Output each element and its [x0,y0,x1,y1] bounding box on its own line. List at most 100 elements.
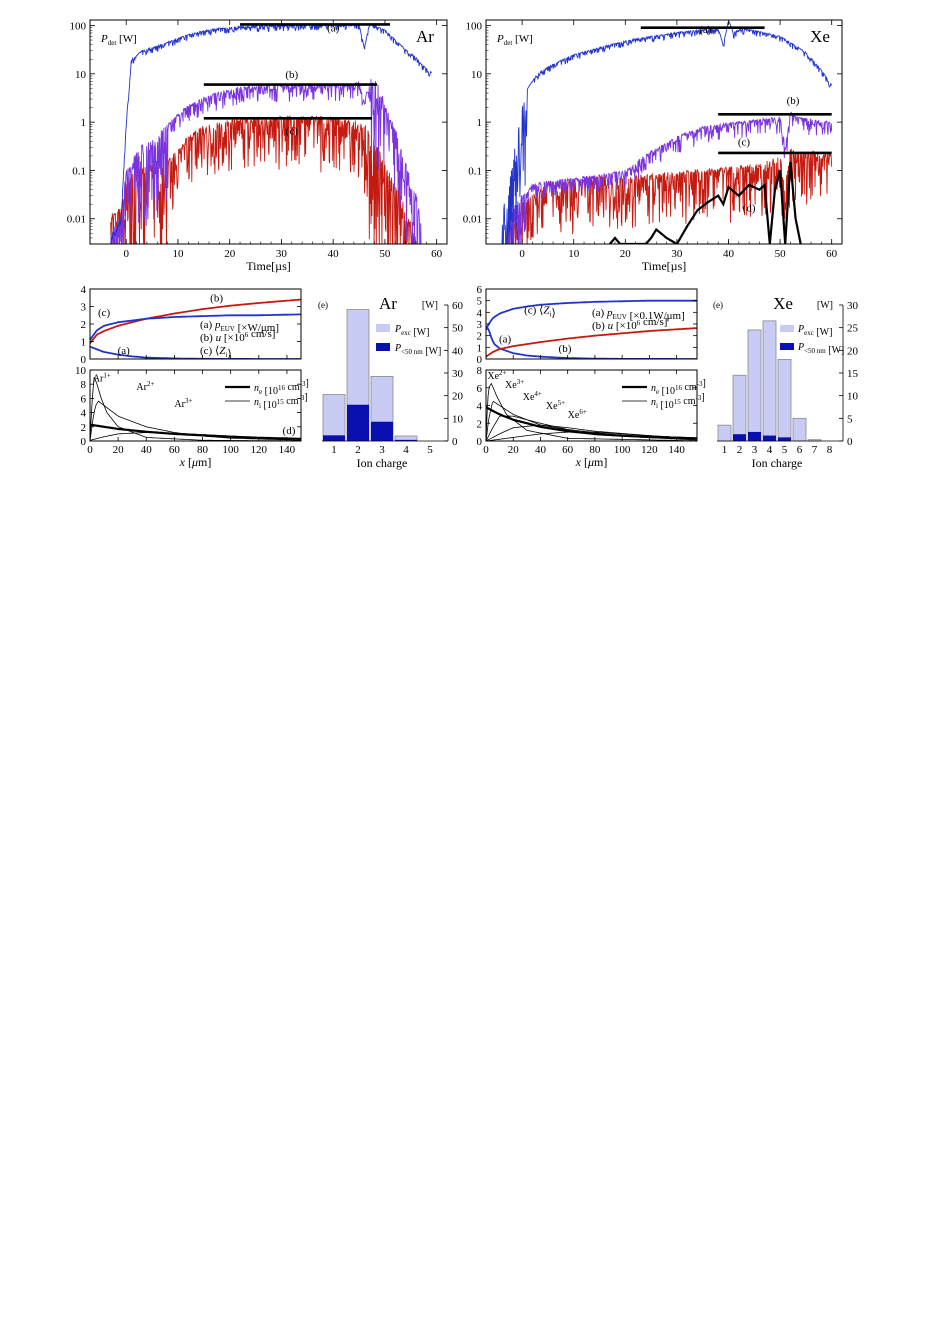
bar-euv-4 [763,435,776,441]
text-part: m] [594,455,607,469]
legend-entry-euv: P<50 nm [W] [394,343,441,357]
x-tick-label: 10 [568,248,580,260]
ion-label-xe3: Xe3+ [505,378,524,391]
text-part: cm [285,382,300,393]
plot-area [486,382,697,441]
legend-entry-euv: P<50 nm [W] [797,342,844,356]
x-tick-label: 80 [197,444,209,456]
plot-frame [89,19,448,245]
series-c-line [506,148,833,244]
symbol: n [651,397,656,408]
legend-entry-a: (a) pEUV [×W/μm] [200,319,279,334]
symbol: P [797,342,804,353]
superscript: 6+ [579,408,587,416]
y-tick-label: 2 [81,319,87,331]
panel-title: Ar [379,294,397,313]
label-c: (c) ⟨Zi⟩ [524,305,556,320]
text-part: [W] [423,346,442,357]
legend-entry-b: (b) u [×106 cm/s] [592,316,667,332]
y-tick-label: 0 [477,354,483,366]
legend-entry-ne: ne [1016 cm-3] [254,378,309,397]
subscript: e [656,388,659,396]
symbol: x [575,455,582,469]
bar-exc-3 [747,329,762,442]
x-axis-label: x [μm] [575,455,608,469]
text-part: [10 [262,386,278,397]
y-tick-label: 0 [81,354,87,366]
subscript: EUV [612,313,626,321]
symbol: n [254,397,259,408]
series-b-line [110,79,422,244]
y-tick-label: 60 [452,300,464,312]
y-tick-label: 0.1 [72,165,86,177]
x-tick-label: 30 [671,248,683,260]
y-tick-label: 10 [452,413,464,425]
label-c: (c) [286,126,299,138]
x-tick-label: 0 [123,248,129,260]
text-part: [ [185,455,192,469]
subscript: exc [401,329,411,337]
subscript: <50 nm [401,348,423,356]
y-tick-label: 4 [477,307,483,319]
superscript: 16 [278,384,286,392]
subscript: det [504,39,513,47]
superscript: -3 [299,394,305,402]
y-tick-label: 40 [452,345,464,357]
y-tick-label: 20 [452,391,464,403]
y-tick-label: 10 [75,365,87,377]
text-part: Ar [136,382,147,393]
x-tick-label: 20 [113,444,125,456]
x-tick-label: 40 [723,248,735,260]
series-n-e-10-16-cm-3--line [90,423,301,440]
panel-xe_time: 0 10 20 30 40 50 60 0.01 0.1 1 10 100 Time[µs] Pdet [… [463,19,843,273]
bar-exc-5 [777,358,792,442]
legend-swatch-exc [780,325,794,332]
x-tick-label: 5 [427,444,433,456]
bar-euv-1 [323,435,345,441]
symbol: P [496,33,504,45]
x-tick-label: 140 [279,444,296,456]
bar-euv-2 [347,404,369,441]
y-tick-label: 0 [452,436,458,448]
text-part: cm/s] [248,328,275,340]
x-tick-label: 0 [519,248,525,260]
x-tick-label: 20 [508,444,520,456]
y-tick-label: 10 [847,391,859,403]
panel-title: Ar [416,27,434,46]
text-part: ] [304,392,307,403]
y-tick-label: 0 [81,436,87,448]
series-a-line [501,21,833,244]
plot-frame [89,369,302,442]
y-tick-label: 0.1 [468,165,482,177]
superscript: 6 [245,331,249,339]
ion-label-ar1: Ar1+ [93,371,111,384]
text-part: Xe [523,392,535,403]
y-tick-label: 20 [847,345,859,357]
text-part: [ [581,455,588,469]
y-tick-label: 3 [81,302,87,314]
series-d-line [608,161,802,244]
subscript: <50 nm [804,347,826,355]
plot-area [110,23,432,244]
symbol: n [254,383,259,394]
x-tick-label: 60 [562,444,574,456]
series-c-line [110,115,417,244]
legend-swatch-exc [376,324,390,332]
symbol: Z [543,305,550,317]
symbol: P [394,324,401,335]
symbol: p [214,319,221,331]
x-tick-label: 10 [172,248,184,260]
text-part: (a) [592,307,607,319]
x-tick-label: 120 [641,444,658,456]
y-tick-label: 15 [847,368,859,380]
panel-label: (e) [713,300,723,310]
symbol: P [394,343,401,354]
x-tick-label: 3 [379,444,385,456]
superscript: 2+ [499,369,507,377]
x-tick-label: 20 [620,248,632,260]
series--b--line [90,298,301,344]
bar-exc-1 [717,424,732,442]
ion-label-xe5: Xe5+ [546,399,565,412]
